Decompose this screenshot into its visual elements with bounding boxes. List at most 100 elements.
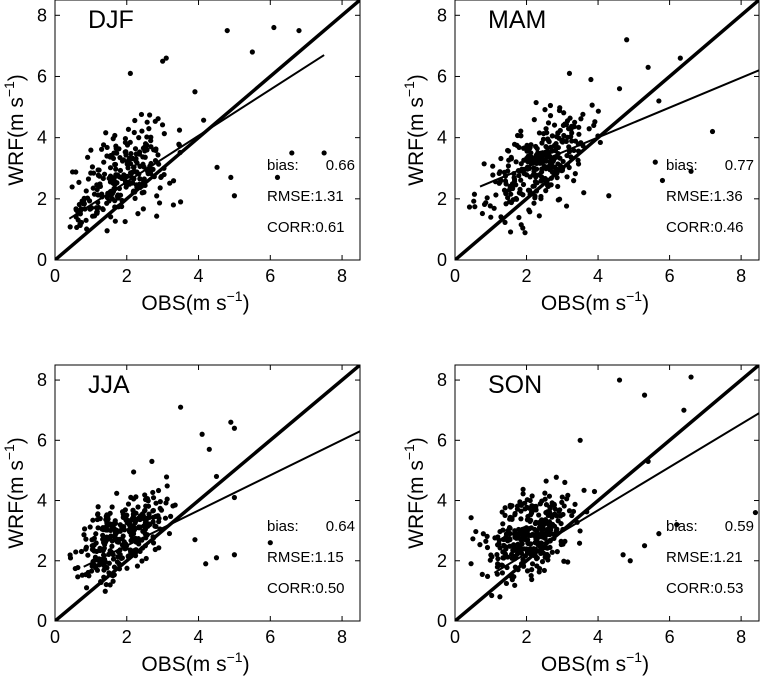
- data-point: [541, 567, 547, 574]
- data-point: [501, 187, 508, 193]
- data-point: [133, 169, 139, 175]
- x-tick-label: 8: [736, 627, 746, 647]
- data-point: [547, 113, 554, 119]
- data-point: [473, 528, 479, 535]
- data-point: [538, 174, 545, 180]
- data-point: [157, 185, 163, 191]
- data-point: [176, 127, 183, 133]
- data-point: [152, 523, 158, 529]
- data-point: [103, 130, 109, 136]
- data-point: [581, 487, 587, 493]
- data-point: [103, 581, 109, 588]
- data-point: [85, 154, 91, 160]
- data-point: [507, 543, 513, 549]
- data-point: [83, 544, 89, 550]
- data-point: [641, 543, 648, 549]
- data-point: [515, 531, 521, 538]
- data-point: [95, 172, 101, 178]
- data-point: [495, 534, 501, 540]
- data-point: [168, 513, 174, 519]
- data-point: [296, 27, 302, 34]
- data-point: [144, 119, 150, 125]
- data-point: [514, 503, 521, 509]
- data-point: [107, 582, 113, 588]
- data-point: [161, 131, 167, 137]
- data-point: [83, 585, 90, 591]
- data-point: [146, 511, 152, 517]
- panel-djf: 0 2 4 6 8 0 2 4 6 8 OBS(m s−1) WRF(m s−1) DJF bias: 0.…: [1, 0, 361, 315]
- data-point: [231, 425, 238, 431]
- data-point: [556, 196, 563, 202]
- data-point: [83, 217, 89, 223]
- data-point: [505, 195, 511, 201]
- data-point: [536, 512, 542, 518]
- y-axis-label-exponent: −1: [401, 444, 417, 460]
- data-point: [530, 183, 536, 189]
- data-point: [498, 155, 504, 162]
- x-axis-label: OBS(m s−1): [141, 288, 249, 315]
- data-point: [511, 547, 517, 553]
- data-point: [484, 533, 490, 539]
- data-point: [547, 511, 553, 517]
- data-point: [132, 146, 139, 152]
- data-point: [518, 536, 524, 543]
- data-point: [477, 542, 483, 548]
- y-tick-label: 2: [437, 551, 447, 571]
- data-point: [524, 568, 531, 574]
- data-point: [547, 505, 553, 511]
- data-point: [506, 157, 512, 163]
- data-point: [509, 577, 515, 583]
- data-point: [550, 158, 557, 164]
- data-point: [578, 116, 584, 122]
- data-point: [505, 168, 511, 174]
- data-point: [73, 549, 79, 555]
- season-title: MAM: [488, 6, 546, 34]
- x-tick-label: 4: [593, 266, 603, 286]
- data-point: [166, 530, 173, 537]
- data-point: [513, 159, 519, 165]
- y-axis-label-exponent: −1: [1, 81, 17, 97]
- data-point: [131, 129, 137, 136]
- regression-line: [83, 430, 360, 568]
- y-tick-label: 4: [437, 491, 447, 511]
- data-point: [616, 377, 623, 383]
- data-point: [566, 70, 573, 77]
- data-point: [137, 176, 143, 182]
- data-point: [493, 192, 499, 198]
- x-tick-label: 4: [593, 627, 603, 647]
- data-point: [176, 141, 182, 147]
- data-point: [321, 150, 327, 156]
- data-point: [96, 562, 102, 568]
- data-point: [67, 224, 73, 230]
- data-point: [89, 543, 95, 549]
- data-point: [471, 191, 478, 197]
- data-point: [564, 174, 570, 180]
- data-point: [85, 552, 91, 558]
- data-point: [524, 517, 531, 523]
- data-point: [488, 214, 494, 220]
- data-point: [559, 494, 565, 500]
- data-point: [529, 576, 535, 583]
- data-point: [494, 551, 500, 558]
- data-point: [652, 159, 658, 165]
- rmse-value: RMSE:1.15: [267, 549, 344, 566]
- data-point: [516, 214, 522, 221]
- y-tick-label: 8: [37, 370, 47, 390]
- data-point: [119, 536, 125, 542]
- data-point: [538, 193, 544, 200]
- data-point: [577, 528, 583, 534]
- data-point: [156, 200, 163, 206]
- data-point: [674, 522, 680, 528]
- data-layer: [55, 0, 360, 260]
- data-point: [122, 135, 129, 142]
- data-point: [83, 536, 89, 542]
- data-point: [112, 218, 118, 224]
- data-point: [564, 134, 571, 140]
- plot-frame: [54, 0, 361, 261]
- data-point: [503, 201, 509, 207]
- data-point: [163, 474, 170, 480]
- data-point: [466, 204, 473, 210]
- data-point: [76, 179, 82, 185]
- data-point: [274, 174, 281, 181]
- y-axis-label: WRF(m s−1): [1, 74, 28, 186]
